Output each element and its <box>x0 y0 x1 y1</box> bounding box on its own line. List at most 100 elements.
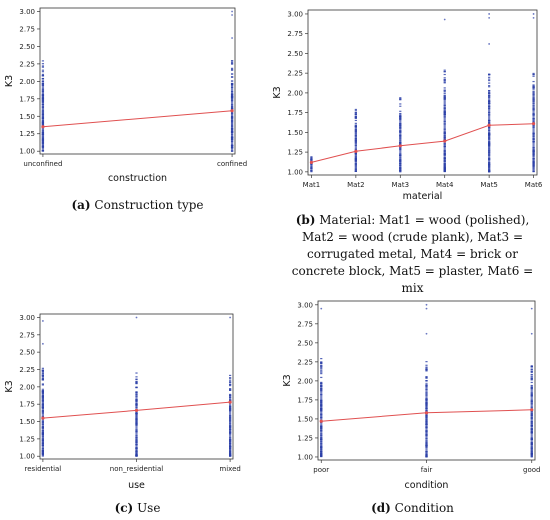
data-point <box>41 372 44 374</box>
data-point <box>532 90 535 92</box>
data-point <box>354 112 357 114</box>
data-point <box>229 381 232 384</box>
y-tick-label: 1.00 <box>287 168 303 176</box>
y-tick-label: 1.50 <box>19 113 35 121</box>
data-point <box>41 376 44 378</box>
data-point <box>41 370 44 373</box>
data-point <box>488 93 491 95</box>
data-point <box>135 376 138 378</box>
data-point <box>41 377 44 379</box>
mean-marker <box>319 419 323 423</box>
data-point <box>532 92 535 94</box>
outlier-point <box>229 316 232 319</box>
data-point <box>230 67 234 69</box>
data-point <box>41 367 44 369</box>
data-point <box>320 373 323 375</box>
mean-marker <box>309 160 314 164</box>
y-tick-label: 3.00 <box>287 10 303 18</box>
y-tick-label: 1.75 <box>287 109 303 117</box>
y-tick-label: 2.50 <box>19 349 35 357</box>
data-point <box>41 66 45 68</box>
data-point <box>230 60 234 62</box>
data-point <box>135 386 138 389</box>
data-point <box>530 365 533 367</box>
data-point <box>425 380 428 382</box>
data-point <box>230 62 234 65</box>
outlier-point <box>532 13 535 15</box>
data-point <box>41 80 45 82</box>
data-point <box>230 73 234 75</box>
data-point <box>135 378 138 380</box>
data-point <box>399 105 402 107</box>
data-point <box>532 85 535 87</box>
mean-marker <box>41 416 45 420</box>
y-tick-label: 2.25 <box>19 366 35 374</box>
data-point <box>530 368 533 370</box>
data-point <box>230 69 234 71</box>
y-tick-label: 1.50 <box>19 418 35 426</box>
x-axis-label: material <box>403 191 443 202</box>
x-tick-label: poor <box>313 466 329 474</box>
data-point <box>41 63 45 65</box>
mean-marker <box>134 408 139 413</box>
data-point <box>530 376 533 378</box>
data-point <box>354 115 357 117</box>
data-point <box>443 82 446 84</box>
data-point <box>532 86 535 88</box>
data-point <box>425 361 428 363</box>
data-point <box>488 85 491 87</box>
y-tick-label: 1.75 <box>297 396 313 404</box>
data-point <box>229 377 232 379</box>
y-tick-label: 1.25 <box>287 149 303 157</box>
data-point <box>229 388 232 390</box>
outlier-point <box>231 10 233 13</box>
data-point <box>532 93 535 95</box>
x-tick-label: mixed <box>219 465 240 473</box>
data-point <box>41 77 45 80</box>
data-point <box>488 79 491 82</box>
data-point <box>530 381 533 384</box>
data-point <box>425 367 428 369</box>
outlier-point <box>530 332 533 335</box>
data-point <box>425 370 428 372</box>
data-point <box>532 75 535 77</box>
outlier-point <box>425 332 428 335</box>
data-point <box>41 74 45 77</box>
outlier-point <box>231 14 233 16</box>
x-tick-label: Mat3 <box>392 181 410 189</box>
data-point <box>399 98 402 100</box>
x-tick-label: fair <box>421 466 433 474</box>
data-point <box>135 380 138 383</box>
data-point <box>532 84 535 86</box>
data-point <box>41 60 45 62</box>
data-point <box>532 88 535 90</box>
plot-frame <box>39 7 236 155</box>
data-point <box>443 80 446 82</box>
x-tick-label: Mat6 <box>525 181 543 189</box>
y-tick-label: 2.25 <box>19 60 35 68</box>
outlier-point <box>488 16 491 19</box>
data-point <box>532 94 535 96</box>
data-point <box>443 73 446 76</box>
y-tick-label: 2.00 <box>19 383 35 391</box>
mean-marker <box>398 144 402 148</box>
caption-c-letter: (c) <box>114 501 134 515</box>
data-point <box>320 381 323 383</box>
data-point <box>532 94 535 96</box>
scatter-points <box>41 316 232 457</box>
data-point <box>230 61 234 64</box>
chart-d: 1.00 1.25 1.50 1.75 2.00 2.25 2.50 2.75 3.00 poor… <box>282 300 540 491</box>
y-tick-label: 2.50 <box>297 339 313 347</box>
data-point <box>488 74 491 76</box>
data-point <box>443 89 446 91</box>
scatter-points <box>320 303 533 458</box>
data-point <box>135 382 138 384</box>
data-point <box>532 96 535 98</box>
data-point <box>320 369 323 371</box>
data-point <box>532 96 535 98</box>
outlier-point <box>41 342 44 345</box>
data-point <box>41 71 45 73</box>
data-point <box>354 122 357 124</box>
y-tick-label: 2.00 <box>19 78 35 86</box>
y-tick-label: 3.00 <box>19 314 35 322</box>
